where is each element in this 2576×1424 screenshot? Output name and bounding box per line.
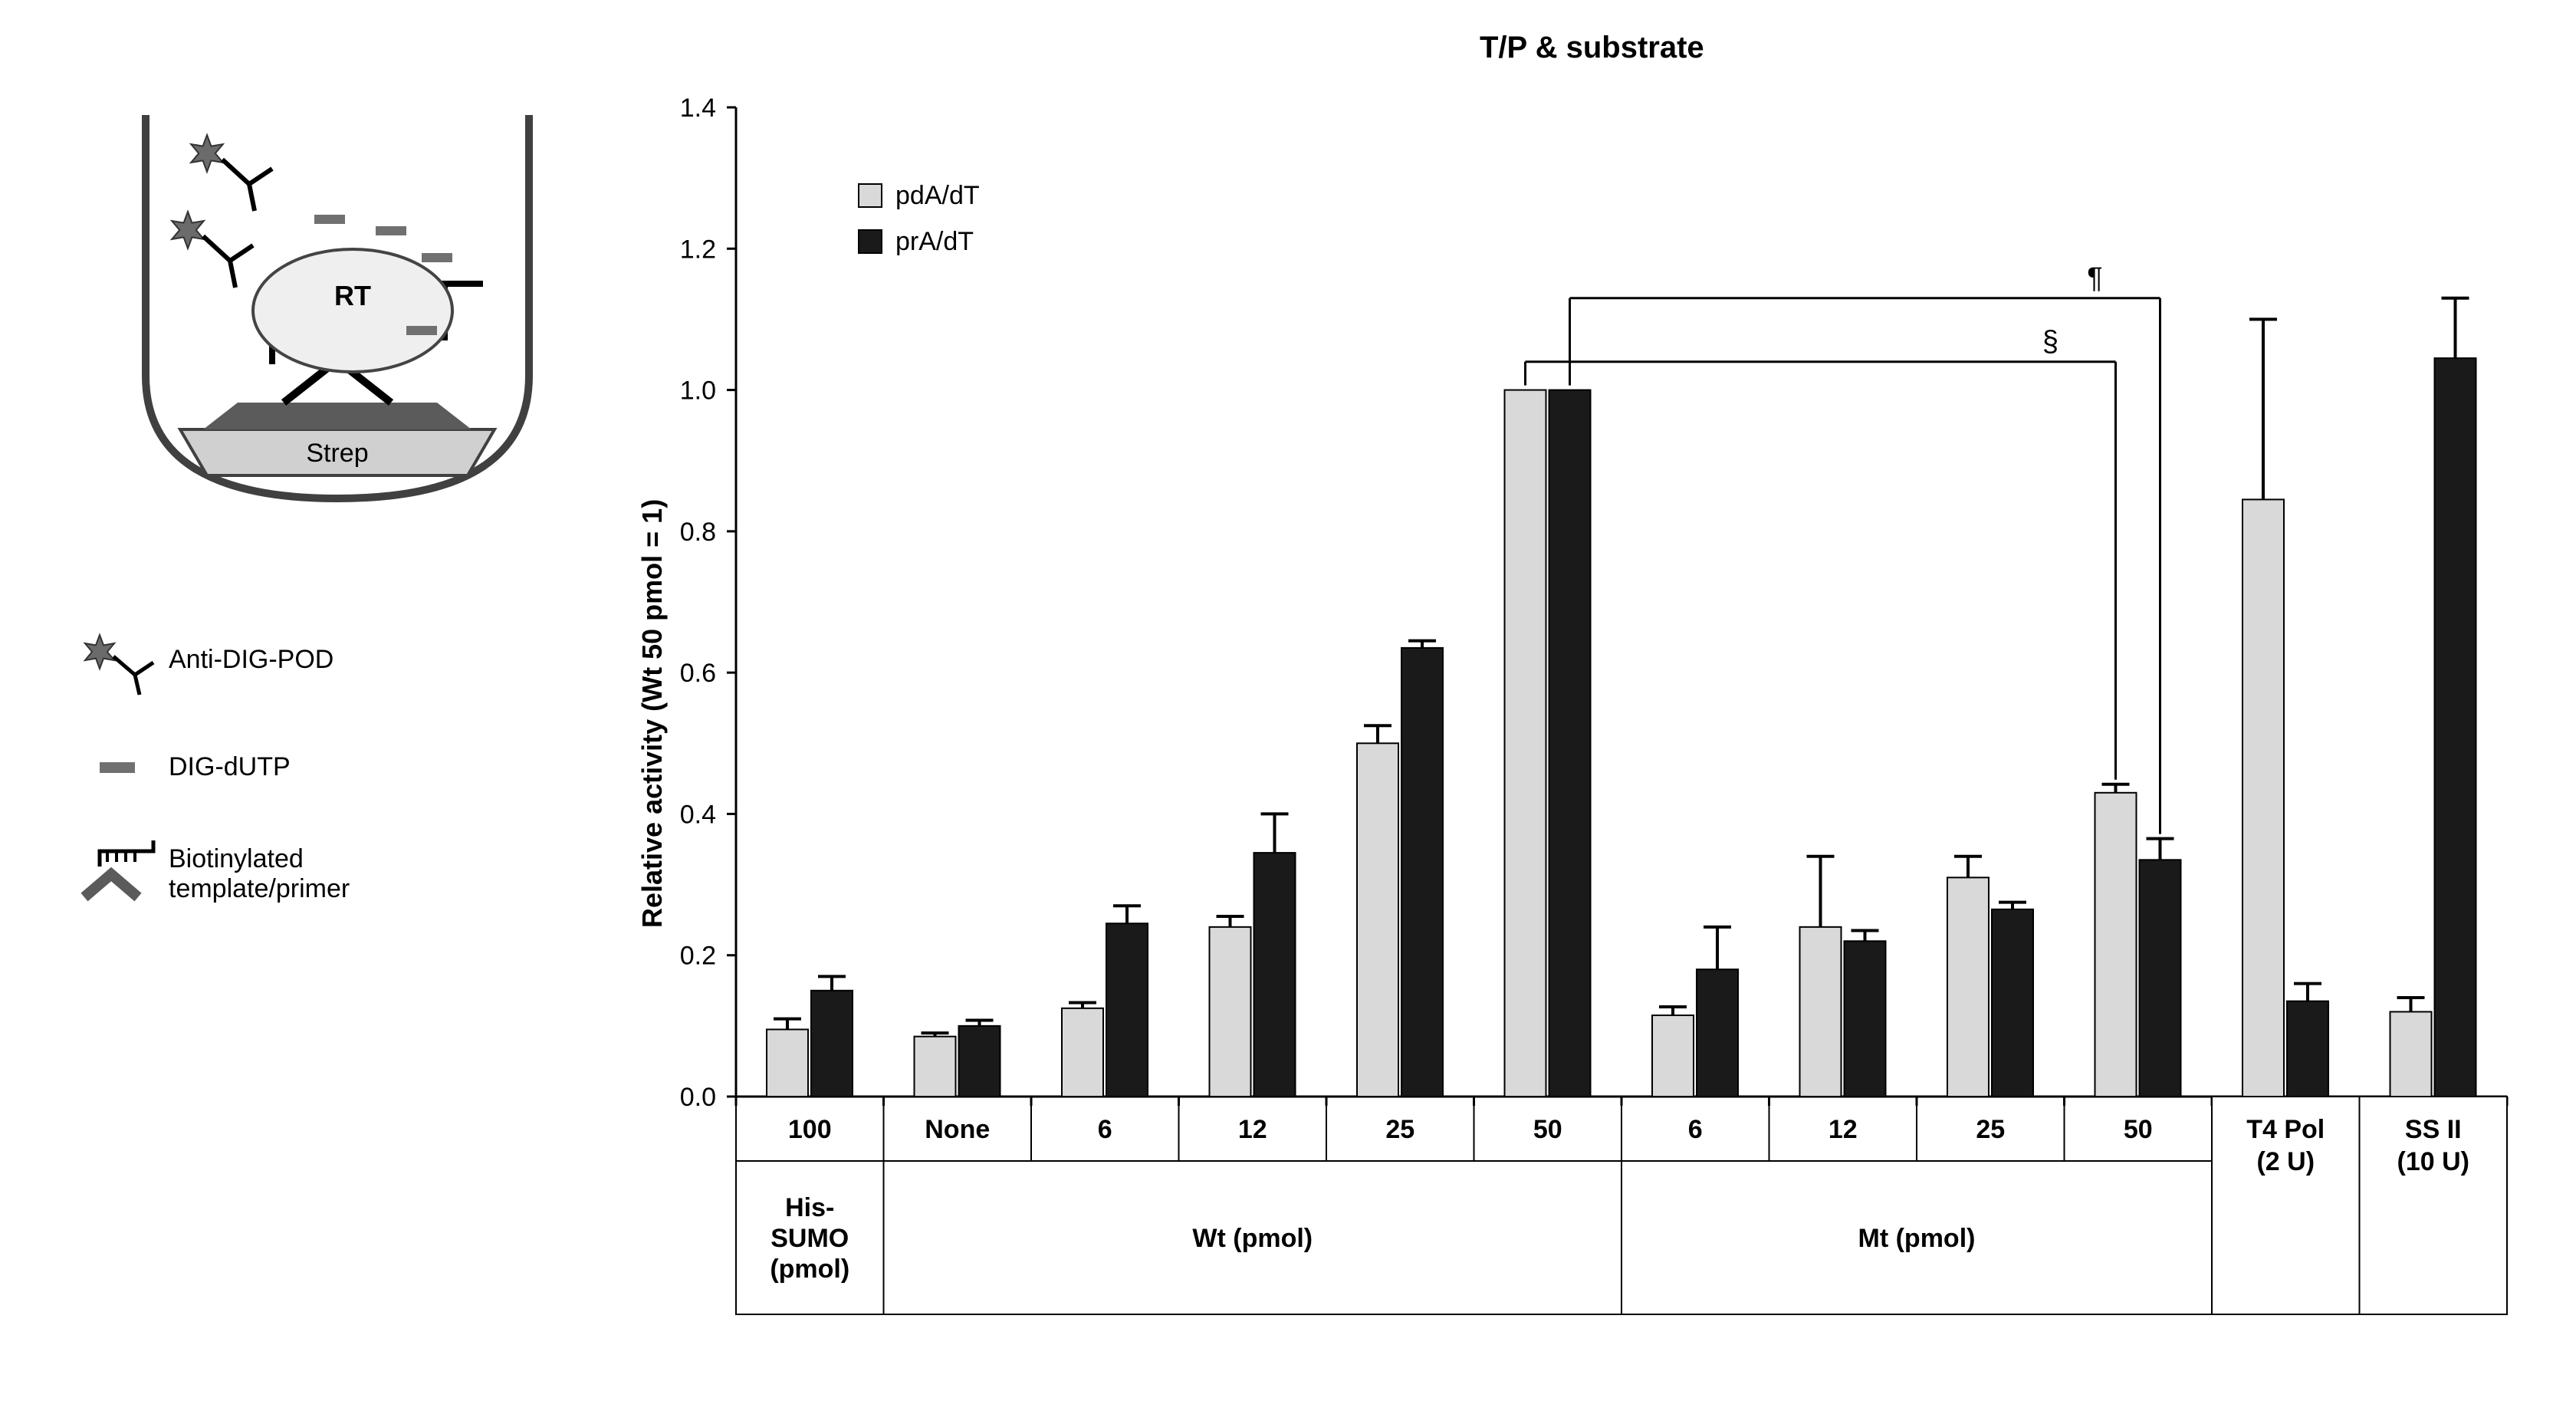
x-label-row2-block: SUMO [770,1224,849,1253]
bracket-label: § [2042,326,2058,358]
y-tick-label: 1.0 [680,377,716,406]
x-label-row2-block: His- [785,1193,834,1222]
x-label-row1: 25 [1385,1115,1414,1144]
bar-prA_dT [1845,941,1886,1097]
x-label-row1: 50 [2124,1115,2153,1144]
bar-prA_dT [2287,1001,2328,1097]
bar-pdA_dT [2242,499,2284,1097]
bar-pdA_dT [1652,1015,1694,1097]
bar-prA_dT [959,1026,1001,1097]
bar-prA_dT [1549,390,1591,1097]
bar-chart: 0.0 0.2 0.4 0.6 0.8 1.0 1.2 1.4 100 None 6 12 25 50 6 1… [0,0,2568,1345]
x-label-row2-block: Mt (pmol) [1858,1224,1976,1253]
y-tick-label: 0.4 [680,800,716,829]
bar-pdA_dT [2390,1011,2432,1097]
bar-pdA_dT [1210,927,1251,1097]
x-label-tall: (10 U) [2397,1147,2469,1176]
legend-label: pdA/dT [895,181,980,210]
legend-swatch [859,184,882,207]
bar-pdA_dT [1062,1008,1103,1097]
legend-swatch [859,230,882,253]
bar-prA_dT [2435,358,2476,1097]
x-label-tall: SS II [2405,1115,2462,1144]
bar-pdA_dT [915,1037,956,1097]
x-label-row1: 6 [1098,1115,1112,1144]
x-label-row1: 12 [1829,1115,1858,1144]
bar-prA_dT [1254,853,1296,1097]
bar-prA_dT [2140,860,2181,1097]
y-tick-label: 0.2 [680,942,716,971]
y-tick-label: 1.2 [680,235,716,264]
bar-pdA_dT [1800,927,1842,1097]
y-tick-label: 0.0 [680,1083,716,1112]
x-label-row2-block: Wt (pmol) [1192,1224,1313,1253]
bar-prA_dT [1697,969,1738,1097]
x-label-tall: T4 Pol [2246,1115,2325,1144]
bar-prA_dT [1106,923,1148,1097]
x-label-row2-block: (pmol) [770,1255,849,1284]
y-tick-label: 0.6 [680,659,716,688]
bar-pdA_dT [2095,793,2137,1097]
bar-prA_dT [1401,648,1443,1097]
y-tick-label: 0.8 [680,518,716,547]
bar-prA_dT [1992,909,2033,1097]
bar-pdA_dT [767,1029,808,1097]
bar-pdA_dT [1505,390,1546,1097]
x-label-tall: (2 U) [2256,1147,2315,1176]
x-label-row1: 12 [1238,1115,1267,1144]
bar-pdA_dT [1947,877,1989,1097]
x-label-row1: 50 [1533,1115,1562,1144]
bracket-label: ¶ [2087,262,2102,294]
bar-pdA_dT [1357,743,1398,1097]
bar-prA_dT [811,991,853,1097]
x-label-row1: 6 [1688,1115,1703,1144]
y-tick-label: 1.4 [680,94,716,123]
legend-label: prA/dT [895,227,974,256]
x-label-row1: 100 [788,1115,832,1144]
x-label-row1: None [925,1115,990,1144]
x-label-row1: 25 [1976,1115,2005,1144]
